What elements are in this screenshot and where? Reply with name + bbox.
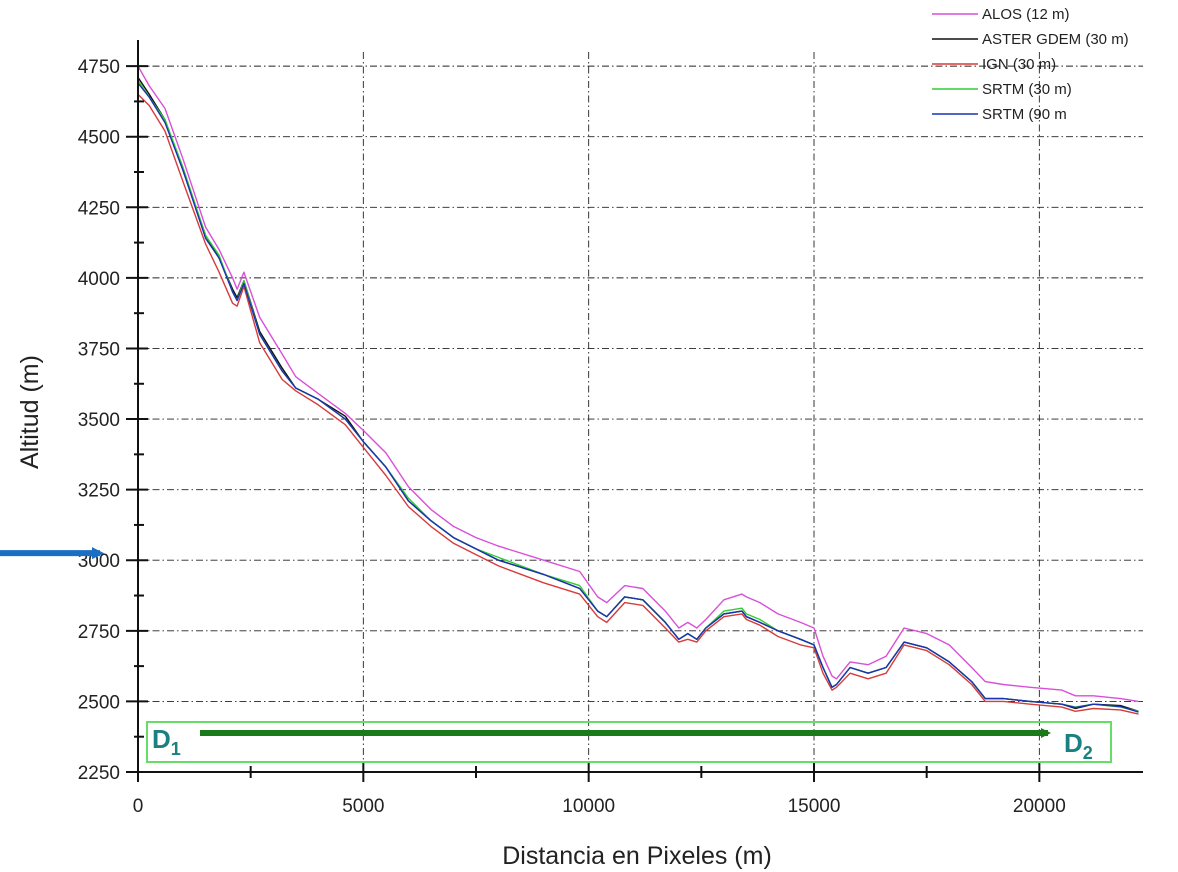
series-line-4: [137, 82, 1139, 713]
axes: 2250 2500 2750 3000 3250 3500 3750 4000 4250 4500…: [78, 40, 1143, 817]
y-tick-label-8: 4250: [78, 198, 120, 219]
y-tick-label-1: 2500: [78, 692, 120, 713]
y-axis-title: Altitud (m): [16, 355, 44, 469]
start-point-label: D1: [152, 724, 181, 759]
legend-label-3: SRTM (30 m): [982, 81, 1072, 98]
y-tick-label-2: 2750: [78, 622, 120, 643]
x-tick-label-0: 0: [133, 796, 144, 817]
legend-label-0: ALOS (12 m): [982, 6, 1070, 23]
x-tick-label-4: 20000: [1013, 796, 1066, 817]
y-tick-label-3: 3000: [78, 551, 120, 572]
series-line-0: [137, 65, 1139, 703]
x-tick-label-2: 10000: [562, 796, 615, 817]
annotations: D1 D2: [0, 547, 1112, 763]
x-tick-label-1: 5000: [342, 796, 384, 817]
x-tick-label-3: 15000: [788, 796, 841, 817]
y-tick-label-10: 4750: [78, 57, 120, 78]
y-tick-label-7: 4000: [78, 269, 120, 290]
legend: ALOS (12 m) ASTER GDEM (30 m) IGN (30 m) SR…: [932, 6, 1129, 123]
transect-box: [146, 721, 1112, 763]
x-axis-title: Distancia en Pixeles (m): [502, 842, 772, 870]
y-tick-label-6: 3750: [78, 339, 120, 360]
y-tick-label-4: 3250: [78, 481, 120, 502]
y-tick-label-9: 4500: [78, 128, 120, 149]
series-line-1: [137, 77, 1139, 712]
legend-label-2: IGN (30 m): [982, 56, 1056, 73]
series-line-3: [137, 79, 1139, 712]
series-lines: [137, 65, 1139, 715]
legend-label-4: SRTM (90 m: [982, 106, 1067, 123]
series-line-2: [137, 93, 1139, 715]
y-tick-label-0: 2250: [78, 763, 120, 784]
legend-label-1: ASTER GDEM (30 m): [982, 31, 1129, 48]
grid-lines: [138, 52, 1143, 772]
y-tick-label-5: 3500: [78, 410, 120, 431]
end-point-label: D2: [1064, 728, 1093, 763]
